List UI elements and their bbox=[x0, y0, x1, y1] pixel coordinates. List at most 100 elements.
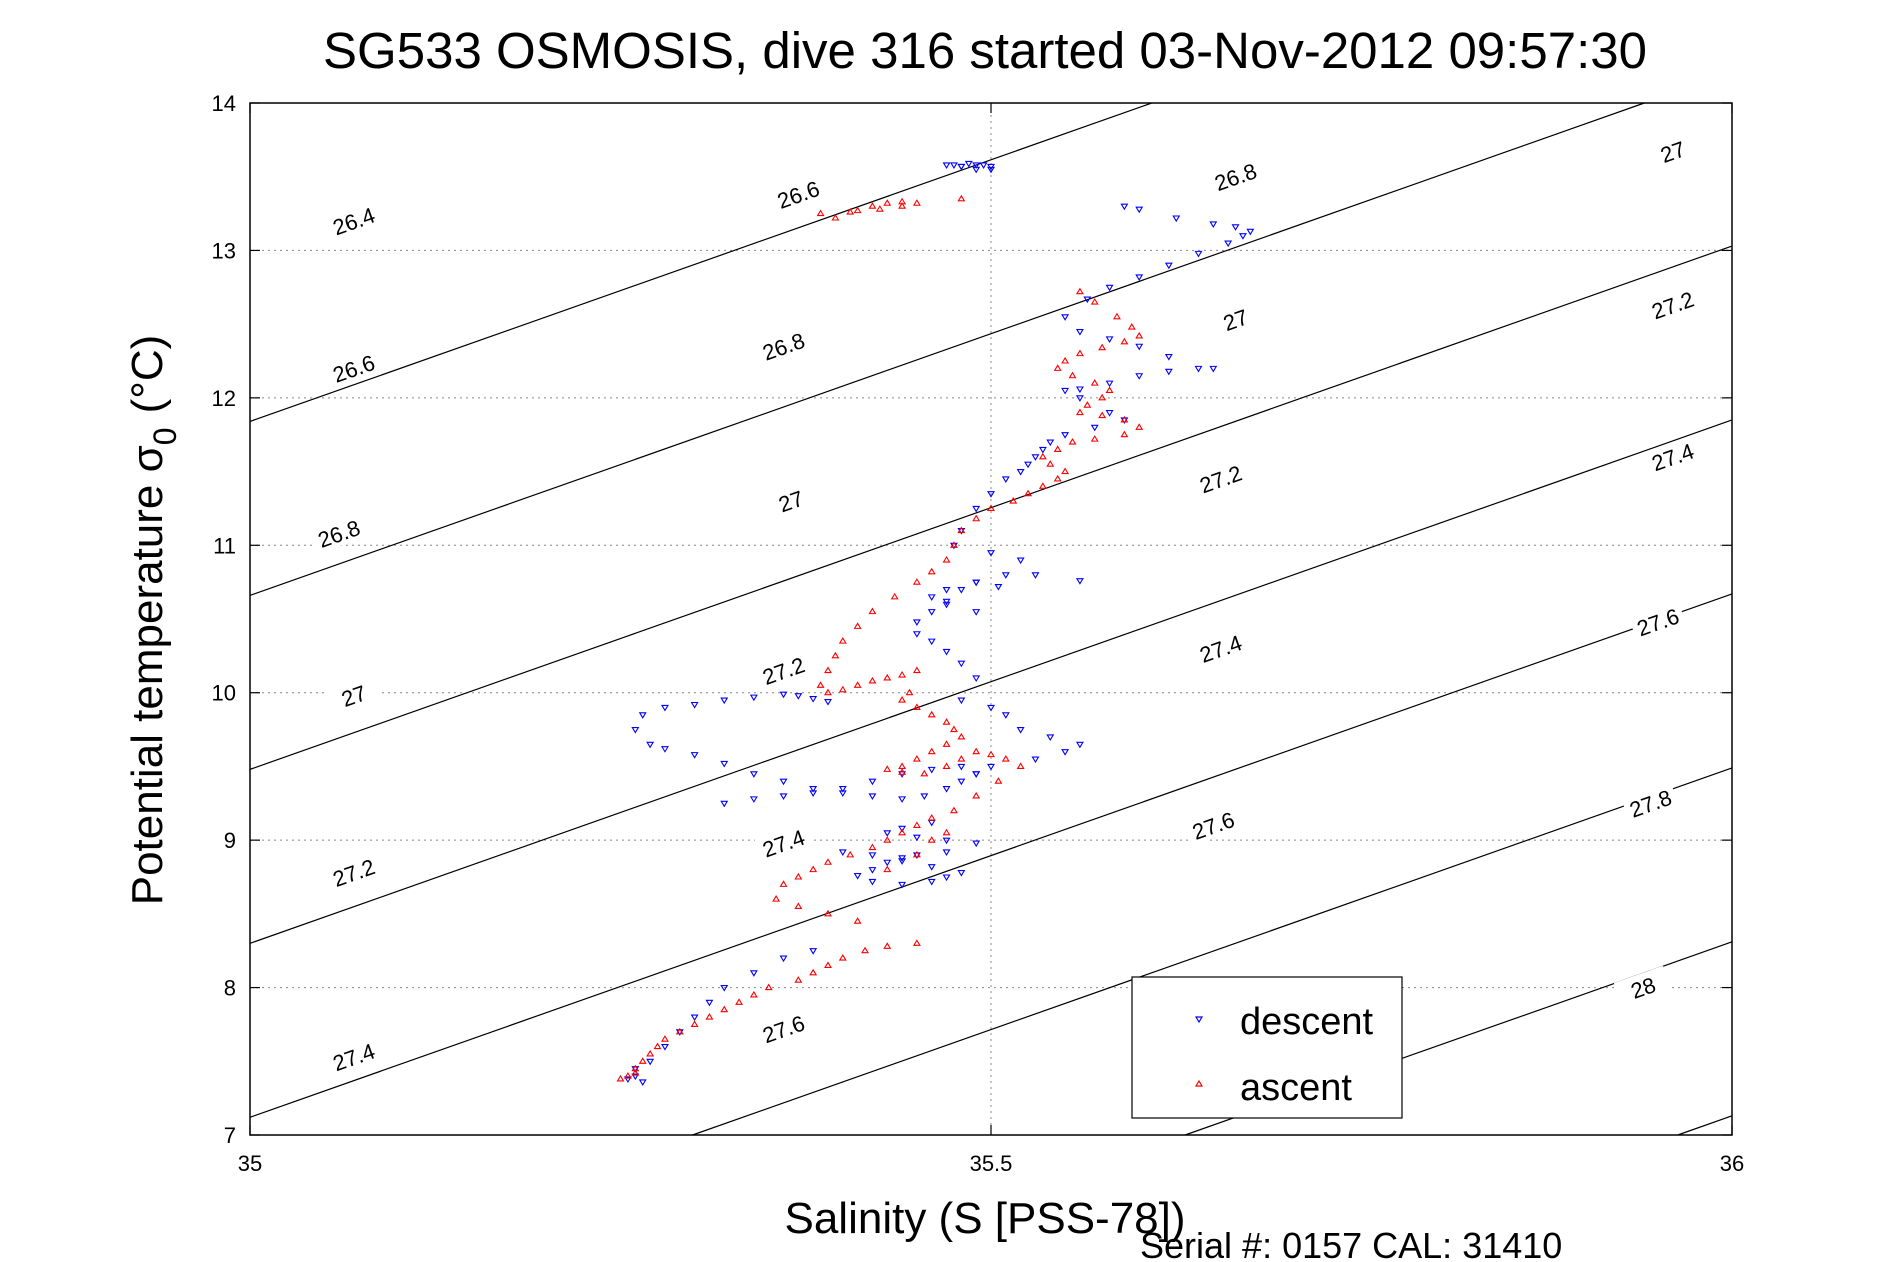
ascent-point bbox=[1098, 343, 1107, 351]
ascent-point bbox=[809, 865, 818, 873]
descent-point bbox=[1105, 284, 1114, 292]
ascent-point bbox=[824, 688, 832, 696]
ascent-point bbox=[646, 1049, 655, 1057]
descent-point bbox=[1135, 373, 1144, 380]
ascent-point bbox=[957, 732, 966, 740]
ascent-point bbox=[1127, 323, 1136, 330]
descent-point bbox=[957, 163, 966, 171]
contour-label-bg bbox=[1643, 129, 1702, 172]
descent-point bbox=[972, 771, 981, 778]
ascent-point bbox=[816, 209, 825, 217]
ascent-point bbox=[675, 1027, 684, 1035]
ascent-point bbox=[764, 983, 773, 991]
descent-point bbox=[646, 1058, 655, 1066]
descent-point bbox=[660, 704, 669, 712]
descent-point bbox=[1001, 572, 1010, 579]
ascent-point bbox=[898, 768, 907, 775]
ascent-point bbox=[1024, 489, 1033, 497]
ascent-point bbox=[1090, 379, 1099, 386]
ascent-point bbox=[1038, 482, 1047, 489]
descent-point bbox=[779, 778, 788, 786]
isopycnal-line bbox=[249, 419, 1733, 944]
ascent-point bbox=[1120, 430, 1129, 438]
x-tick-label: 36 bbox=[1720, 1151, 1744, 1176]
ascent-point bbox=[949, 806, 958, 814]
ascent-point bbox=[1090, 435, 1099, 442]
descent-point bbox=[942, 849, 951, 857]
descent-point bbox=[1046, 734, 1055, 742]
contour-label-bg bbox=[324, 1035, 383, 1077]
ascent-point bbox=[868, 676, 877, 684]
descent-point bbox=[720, 985, 729, 992]
ascent-point bbox=[705, 1012, 714, 1020]
descent-point bbox=[994, 584, 1003, 591]
ascent-point bbox=[660, 1035, 669, 1042]
ascent-point bbox=[653, 1042, 662, 1050]
ascent-point bbox=[942, 718, 951, 725]
descent-point bbox=[1238, 233, 1247, 240]
ascent-point bbox=[912, 754, 921, 762]
descent-point bbox=[912, 834, 921, 842]
contour-label-bg bbox=[1184, 803, 1242, 846]
ascent-point bbox=[853, 206, 862, 214]
descent-point bbox=[779, 955, 788, 963]
descent-point bbox=[942, 837, 951, 845]
series-ascent bbox=[616, 194, 1144, 1082]
grid-lines bbox=[250, 103, 1732, 1135]
descent-point bbox=[838, 849, 847, 857]
descent-point bbox=[1075, 386, 1084, 394]
descent-point bbox=[1135, 206, 1144, 214]
descent-point bbox=[987, 491, 995, 498]
descent-point bbox=[972, 675, 981, 683]
ascent-point bbox=[957, 194, 966, 202]
y-tick-label: 9 bbox=[224, 828, 236, 853]
descent-point bbox=[868, 867, 877, 874]
descent-point bbox=[927, 594, 936, 601]
legend-ascent-marker bbox=[1194, 1079, 1204, 1087]
descent-point bbox=[853, 872, 862, 880]
ascent-point bbox=[905, 688, 914, 696]
ascent-point bbox=[1075, 408, 1084, 416]
contour-label-bg bbox=[309, 511, 368, 554]
descent-point bbox=[690, 752, 699, 759]
y-tick-label: 7 bbox=[224, 1123, 236, 1148]
descent-point bbox=[912, 631, 921, 638]
ascent-point bbox=[846, 850, 855, 858]
descent-point bbox=[1016, 469, 1025, 476]
descent-point bbox=[949, 162, 958, 169]
descent-point bbox=[838, 785, 847, 793]
y-axis-label-unit: (°C) bbox=[123, 335, 172, 414]
descent-point bbox=[1105, 336, 1114, 343]
descent-point bbox=[1164, 354, 1173, 361]
descent-point bbox=[690, 1014, 699, 1022]
axis-ticks: 35 35.5 36 7 8 9 10 11 12 13 14 bbox=[212, 91, 1745, 1176]
descent-point bbox=[957, 763, 966, 771]
descent-point bbox=[868, 852, 877, 859]
descent-point bbox=[1105, 410, 1114, 417]
descent-point bbox=[809, 696, 818, 703]
descent-point bbox=[1046, 439, 1055, 447]
contour-label-bg bbox=[1621, 781, 1680, 824]
descent-point bbox=[1135, 274, 1144, 282]
descent-point bbox=[972, 579, 981, 587]
descent-point bbox=[868, 793, 877, 800]
descent-point bbox=[1061, 432, 1070, 439]
descent-point bbox=[749, 771, 758, 778]
serial-footer: Serial #: 0157 CAL: 31410 bbox=[1140, 1225, 1562, 1262]
ascent-point bbox=[927, 836, 936, 843]
ascent-point bbox=[972, 747, 981, 755]
contour-label-bg bbox=[754, 648, 813, 691]
descent-point bbox=[979, 162, 988, 169]
descent-point bbox=[898, 858, 907, 865]
descent-point bbox=[987, 704, 995, 712]
descent-point bbox=[987, 763, 995, 771]
contour-label-bg bbox=[1191, 626, 1250, 669]
descent-point bbox=[927, 766, 936, 774]
ascent-point bbox=[824, 858, 832, 865]
ascent-point bbox=[890, 592, 899, 600]
descent-point bbox=[1090, 424, 1099, 432]
ascent-point bbox=[898, 828, 907, 836]
ascent-point bbox=[794, 902, 803, 910]
ascent-point bbox=[994, 777, 1003, 784]
contour-label-bg bbox=[1206, 154, 1265, 197]
